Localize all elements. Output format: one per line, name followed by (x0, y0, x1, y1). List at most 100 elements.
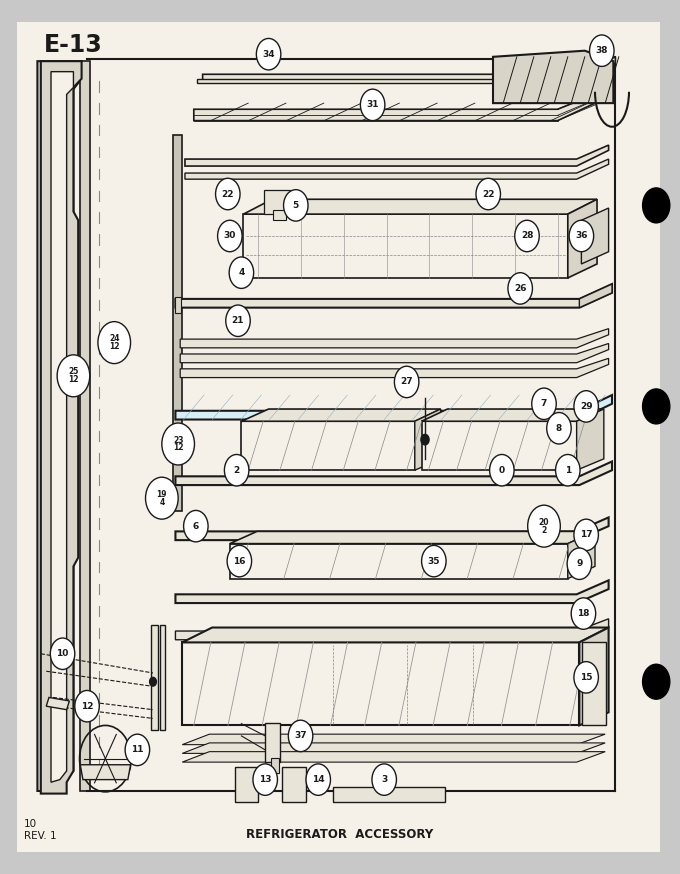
Circle shape (528, 505, 560, 547)
Polygon shape (175, 580, 609, 603)
Text: 38: 38 (596, 46, 608, 55)
Text: 19
4: 19 4 (156, 489, 167, 507)
Circle shape (125, 734, 150, 766)
Polygon shape (579, 284, 612, 308)
Polygon shape (243, 214, 568, 278)
PathPatch shape (41, 61, 82, 794)
Bar (582, 642, 606, 725)
Bar (264, 190, 290, 214)
Bar (160, 625, 165, 730)
Circle shape (216, 178, 240, 210)
Text: E-13: E-13 (44, 33, 103, 57)
Circle shape (556, 454, 580, 486)
Circle shape (574, 662, 598, 693)
Text: 4: 4 (238, 268, 245, 277)
Circle shape (227, 545, 252, 577)
Polygon shape (182, 628, 609, 642)
Circle shape (490, 454, 514, 486)
Text: 9: 9 (576, 559, 583, 568)
Circle shape (515, 220, 539, 252)
Bar (282, 767, 306, 802)
Circle shape (569, 220, 594, 252)
Circle shape (218, 220, 242, 252)
Bar (235, 767, 258, 802)
Circle shape (567, 548, 592, 579)
Text: 36: 36 (575, 232, 588, 240)
Text: 17: 17 (580, 531, 592, 539)
Polygon shape (182, 743, 605, 753)
Polygon shape (180, 329, 609, 348)
Text: 7: 7 (541, 399, 547, 408)
Bar (173, 135, 182, 511)
Text: 3: 3 (381, 775, 388, 784)
Text: 16: 16 (233, 557, 245, 565)
Text: 21: 21 (232, 316, 244, 325)
Circle shape (643, 389, 670, 424)
Polygon shape (241, 409, 441, 421)
Polygon shape (182, 752, 605, 762)
Circle shape (184, 510, 208, 542)
Text: 18: 18 (577, 609, 590, 618)
Circle shape (57, 355, 90, 397)
Circle shape (643, 664, 670, 699)
Text: 30: 30 (224, 232, 236, 240)
Polygon shape (230, 544, 568, 579)
Text: 5: 5 (292, 201, 299, 210)
Bar (80, 61, 90, 791)
Circle shape (422, 545, 446, 577)
Polygon shape (415, 409, 441, 470)
Text: 27: 27 (401, 378, 413, 386)
Text: 14: 14 (312, 775, 324, 784)
Text: 22: 22 (222, 190, 234, 198)
Text: 6: 6 (192, 522, 199, 531)
Circle shape (224, 454, 249, 486)
Circle shape (571, 598, 596, 629)
Polygon shape (182, 734, 605, 745)
Bar (271, 758, 279, 773)
Polygon shape (175, 461, 612, 485)
Circle shape (150, 677, 156, 686)
Polygon shape (241, 421, 415, 470)
Circle shape (360, 89, 385, 121)
Polygon shape (80, 765, 131, 780)
Circle shape (50, 638, 75, 669)
Circle shape (98, 322, 131, 364)
Circle shape (547, 413, 571, 444)
Circle shape (476, 178, 500, 210)
Polygon shape (422, 421, 577, 470)
Polygon shape (493, 51, 613, 103)
Polygon shape (568, 199, 597, 278)
Circle shape (643, 188, 670, 223)
Polygon shape (243, 199, 597, 214)
Polygon shape (185, 145, 609, 166)
Circle shape (162, 423, 194, 465)
Polygon shape (230, 531, 595, 544)
Text: 35: 35 (428, 557, 440, 565)
Text: 24
12: 24 12 (109, 334, 120, 351)
Circle shape (229, 257, 254, 288)
Polygon shape (175, 284, 612, 308)
Text: 29: 29 (580, 402, 592, 411)
Circle shape (288, 720, 313, 752)
Text: 8: 8 (556, 424, 562, 433)
Circle shape (75, 690, 99, 722)
Polygon shape (182, 642, 579, 725)
Circle shape (508, 273, 532, 304)
Bar (265, 723, 280, 762)
Text: 1: 1 (564, 466, 571, 475)
Bar (273, 210, 286, 220)
Text: 0: 0 (498, 466, 505, 475)
Text: 12: 12 (81, 702, 93, 711)
Text: 2: 2 (233, 466, 240, 475)
Bar (175, 297, 181, 313)
Text: 10: 10 (56, 649, 69, 658)
Polygon shape (581, 208, 609, 264)
Polygon shape (180, 343, 609, 363)
Text: 26: 26 (514, 284, 526, 293)
Polygon shape (175, 619, 609, 640)
Circle shape (253, 764, 277, 795)
Text: 13: 13 (259, 775, 271, 784)
Polygon shape (194, 94, 595, 121)
Bar (151, 625, 158, 730)
Circle shape (256, 38, 281, 70)
